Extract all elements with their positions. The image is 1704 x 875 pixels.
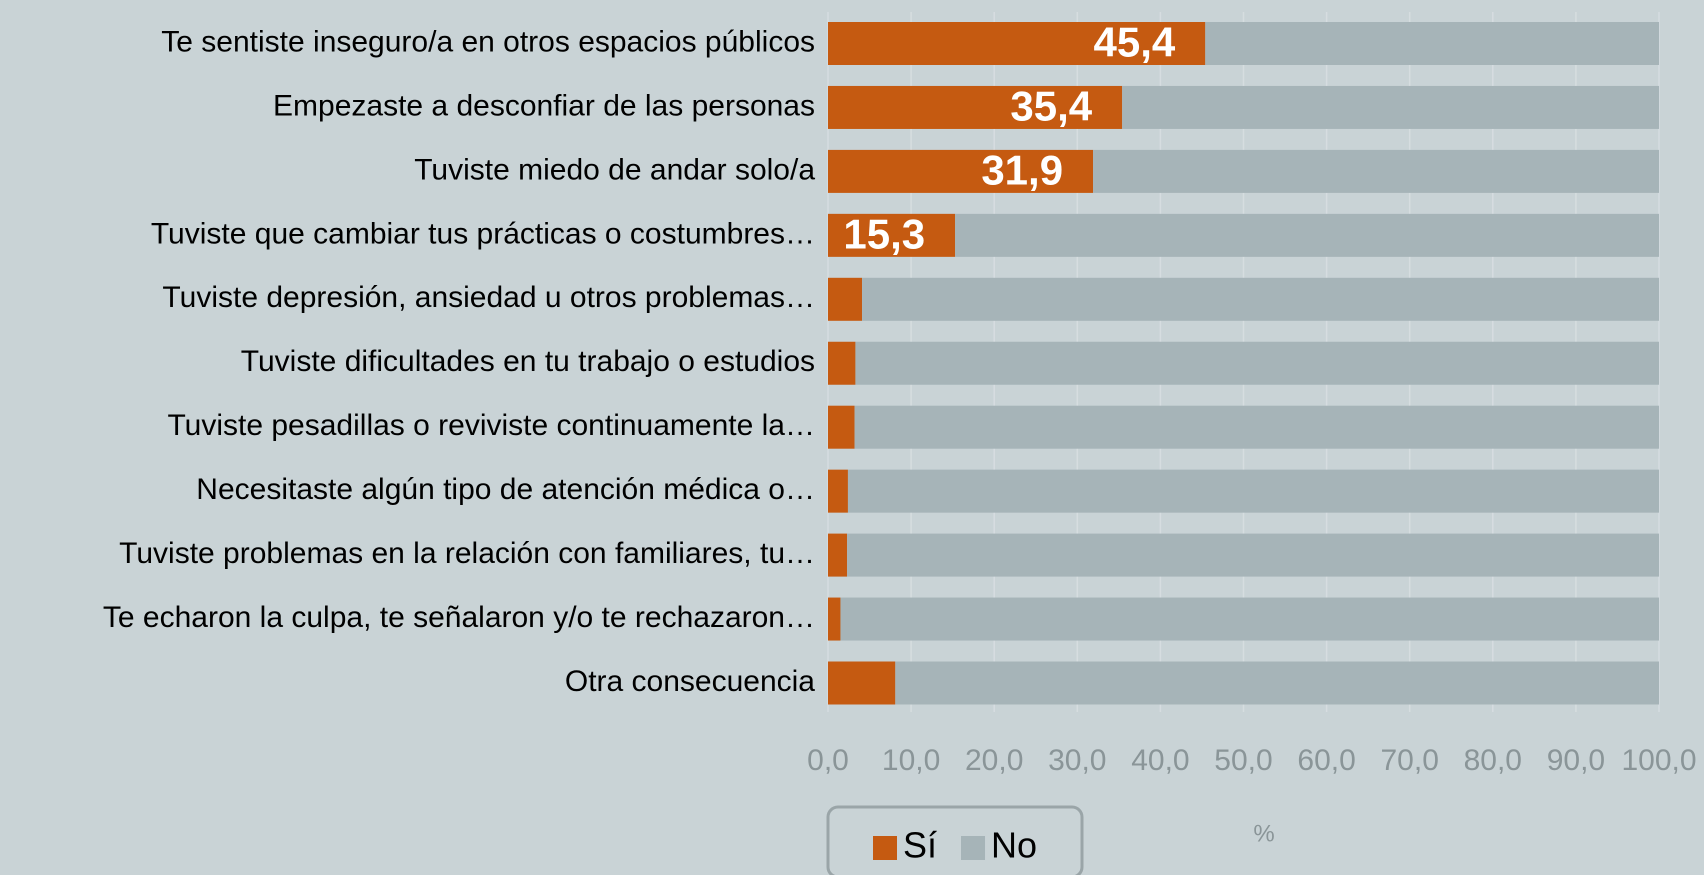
data-label: 35,4 xyxy=(1010,83,1092,130)
x-tick-label: 50,0 xyxy=(1214,744,1272,777)
legend-swatch xyxy=(873,836,897,860)
bar-segment xyxy=(1093,149,1659,193)
x-tick-label: 100,0 xyxy=(1621,744,1696,777)
x-tick-label: 30,0 xyxy=(1048,744,1106,777)
x-tick-label: 0,0 xyxy=(807,744,849,777)
bar-segment xyxy=(847,469,1659,513)
bar-segment xyxy=(1122,85,1659,129)
data-label: 45,4 xyxy=(1094,19,1176,66)
category-label: Te echaron la culpa, te señalaron y/o te… xyxy=(103,601,815,634)
bar-segment xyxy=(828,85,1123,129)
legend-swatch xyxy=(961,836,986,860)
x-axis-label: % xyxy=(1253,820,1274,847)
bar-segment xyxy=(828,469,848,513)
bar-segment xyxy=(828,661,896,705)
bar-segment xyxy=(828,533,848,577)
bar-segment xyxy=(828,22,1206,65)
data-label: 15,3 xyxy=(843,210,925,257)
x-tick-label: 10,0 xyxy=(882,744,940,777)
bar-segment xyxy=(840,597,1659,641)
bar-segment xyxy=(828,597,841,641)
bar-segment xyxy=(828,341,856,385)
bar-segment xyxy=(828,405,855,449)
category-label: Te sentiste inseguro/a en otros espacios… xyxy=(161,25,815,58)
category-label: Empezaste a desconfiar de las personas xyxy=(273,89,815,122)
bar-segment xyxy=(895,661,1659,705)
category-label: Otra consecuencia xyxy=(565,665,815,698)
data-label: 31,9 xyxy=(981,146,1063,193)
bar-segment xyxy=(847,533,1659,577)
legend-label: Sí xyxy=(903,825,937,866)
bar-segment xyxy=(862,277,1659,321)
legend-box xyxy=(826,805,1084,875)
category-label: Tuviste pesadillas o reviviste continuam… xyxy=(167,409,815,442)
bar-segment xyxy=(1205,22,1659,65)
x-tick-label: 20,0 xyxy=(965,744,1023,777)
category-label: Tuviste depresión, ansiedad u otros prob… xyxy=(162,281,815,314)
x-tick-label: 80,0 xyxy=(1464,744,1522,777)
bar-segment xyxy=(854,405,1659,449)
category-label: Tuviste problemas en la relación con fam… xyxy=(119,537,815,570)
bar-segment xyxy=(955,213,1659,257)
legend-label: No xyxy=(991,825,1037,866)
bar-segment xyxy=(855,341,1659,385)
category-label: Necesitaste algún tipo de atención médic… xyxy=(196,473,815,506)
bar-segment xyxy=(828,213,956,257)
category-label: Tuviste dificultades en tu trabajo o est… xyxy=(241,345,815,378)
x-tick-label: 70,0 xyxy=(1381,744,1439,777)
bar-segment xyxy=(828,277,863,321)
x-tick-label: 60,0 xyxy=(1297,744,1355,777)
category-label: Tuviste miedo de andar solo/a xyxy=(414,153,815,186)
x-tick-label: 90,0 xyxy=(1547,744,1605,777)
bar-segment xyxy=(828,149,1094,193)
category-label: Tuviste que cambiar tus prácticas o cost… xyxy=(151,217,815,250)
x-tick-label: 40,0 xyxy=(1131,744,1189,777)
